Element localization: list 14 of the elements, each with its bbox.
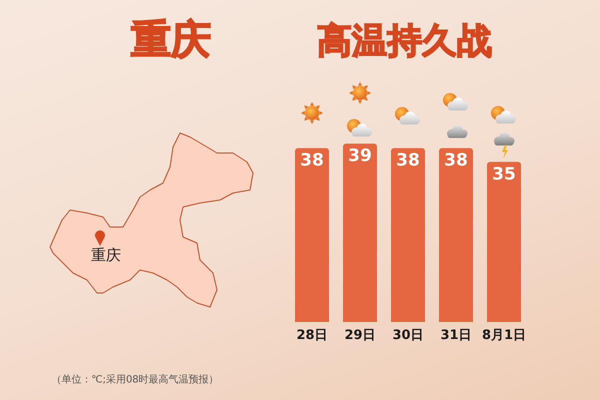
chart-subtitle: 高温持久战 [317, 22, 492, 62]
text: （单位：℃;采用08时最高气温预报） [51, 374, 219, 386]
x-tick-label: 28日 [296, 328, 328, 343]
data-label: 38 [300, 150, 324, 171]
x-tick-label: 31日 [440, 328, 472, 343]
text: 重庆 [91, 246, 121, 264]
data-label: 39 [348, 146, 372, 166]
chart-title: 重庆 [131, 17, 211, 63]
x-tick-label: 30日 [392, 328, 424, 343]
x-tick-label: 29日 [344, 328, 376, 343]
data-label: 38 [444, 150, 468, 171]
x-tick-label: 8月1日 [482, 328, 526, 343]
data-label: 35 [492, 164, 516, 184]
data-label: 38 [396, 150, 420, 171]
